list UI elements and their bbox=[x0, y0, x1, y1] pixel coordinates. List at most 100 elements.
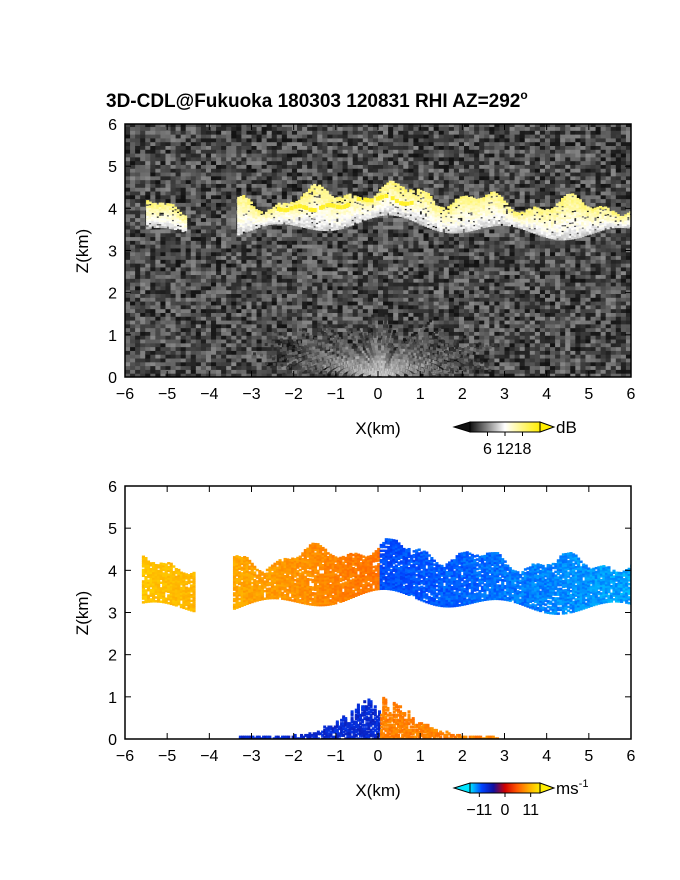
noise-cell bbox=[231, 335, 237, 340]
noise-cell bbox=[479, 339, 485, 344]
noise-cell bbox=[180, 149, 187, 154]
noise-cell bbox=[175, 232, 182, 238]
noise-cell bbox=[393, 183, 399, 188]
noise-cell bbox=[175, 130, 182, 135]
noise-cell bbox=[160, 134, 166, 139]
noise-cell bbox=[484, 124, 490, 128]
noise-cell bbox=[205, 259, 212, 264]
noise-cell bbox=[317, 316, 323, 321]
noise-cell bbox=[145, 191, 151, 196]
noise-cell bbox=[342, 263, 349, 268]
noise-cell bbox=[388, 232, 394, 238]
noise-cell bbox=[297, 179, 303, 184]
noise-cell bbox=[322, 164, 328, 169]
noise-cell bbox=[342, 149, 349, 154]
noise-cell bbox=[357, 244, 364, 249]
noise-cell bbox=[190, 232, 197, 238]
noise-cell bbox=[423, 187, 430, 192]
noise-cell bbox=[337, 236, 344, 241]
noise-cell bbox=[125, 285, 131, 291]
noise-cell bbox=[165, 194, 172, 200]
noise-cell bbox=[398, 164, 404, 169]
noise-cell bbox=[205, 350, 212, 355]
noise-cell bbox=[261, 172, 268, 177]
noise-cell bbox=[130, 221, 136, 226]
noise-cell bbox=[362, 308, 369, 313]
noise-cell bbox=[489, 172, 495, 177]
noise-cell bbox=[216, 126, 222, 131]
noise-cell bbox=[135, 263, 141, 268]
noise-cell bbox=[281, 247, 288, 253]
noise-cell bbox=[251, 301, 258, 306]
noise-cell bbox=[388, 160, 394, 165]
noise-cell bbox=[221, 160, 227, 165]
noise-cell bbox=[458, 293, 465, 298]
noise-cell bbox=[458, 247, 465, 253]
noise-cell bbox=[327, 304, 333, 310]
noise-cell bbox=[216, 194, 222, 200]
noise-cell bbox=[266, 263, 273, 268]
noise-cell bbox=[281, 327, 288, 332]
noise-cell bbox=[469, 187, 475, 192]
noise-cell bbox=[200, 285, 207, 291]
noise-cell bbox=[226, 369, 232, 374]
noise-cell bbox=[150, 304, 156, 310]
noise-cell bbox=[226, 175, 232, 181]
noise-cell bbox=[291, 255, 298, 260]
noise-cell bbox=[332, 191, 339, 196]
noise-cell bbox=[200, 168, 207, 173]
noise-cell bbox=[448, 149, 455, 154]
noise-cell bbox=[408, 308, 414, 313]
noise-cell bbox=[489, 236, 495, 241]
noise-cell bbox=[246, 191, 252, 196]
noise-cell bbox=[221, 323, 227, 329]
noise-cell bbox=[403, 266, 409, 272]
noise-cell bbox=[408, 323, 414, 329]
noise-cell bbox=[195, 263, 202, 268]
noise-cell bbox=[135, 236, 141, 241]
noise-cell bbox=[372, 156, 379, 162]
noise-cell bbox=[489, 316, 495, 321]
noise-cell bbox=[448, 183, 455, 188]
noise-cell bbox=[489, 141, 495, 147]
noise-cell bbox=[484, 244, 490, 249]
noise-cell bbox=[251, 153, 258, 158]
noise-cell bbox=[388, 308, 394, 313]
noise-cell bbox=[150, 327, 156, 332]
noise-cell bbox=[362, 255, 369, 260]
noise-cell bbox=[180, 126, 187, 131]
noise-cell bbox=[185, 149, 192, 154]
noise-cell bbox=[297, 130, 303, 135]
noise-cell bbox=[297, 323, 303, 329]
noise-cell bbox=[453, 172, 460, 177]
noise-cell bbox=[175, 308, 182, 313]
noise-cell bbox=[200, 160, 207, 165]
noise-cell bbox=[388, 164, 394, 169]
noise-cell bbox=[307, 156, 313, 162]
noise-cell bbox=[307, 213, 313, 219]
noise-cell bbox=[474, 323, 480, 329]
noise-cell bbox=[342, 289, 349, 295]
noise-cell bbox=[226, 304, 232, 310]
noise-cell bbox=[383, 308, 389, 313]
noise-cell bbox=[403, 228, 409, 234]
noise-cell bbox=[464, 137, 470, 143]
noise-cell bbox=[443, 172, 450, 177]
noise-cell bbox=[362, 327, 369, 332]
noise-cell bbox=[484, 232, 490, 238]
noise-cell bbox=[469, 316, 475, 321]
noise-cell bbox=[140, 141, 146, 147]
noise-cell bbox=[165, 179, 172, 184]
noise-cell bbox=[317, 172, 323, 177]
noise-cell bbox=[474, 244, 480, 249]
noise-cell bbox=[200, 145, 207, 150]
noise-cell bbox=[469, 124, 475, 128]
noise-cell bbox=[469, 263, 475, 268]
noise-cell bbox=[231, 316, 237, 321]
noise-cell bbox=[372, 187, 379, 192]
noise-cell bbox=[251, 365, 258, 370]
noise-cell bbox=[327, 316, 333, 321]
noise-cell bbox=[499, 354, 505, 359]
noise-cell bbox=[423, 225, 430, 230]
noise-cell bbox=[281, 278, 288, 283]
